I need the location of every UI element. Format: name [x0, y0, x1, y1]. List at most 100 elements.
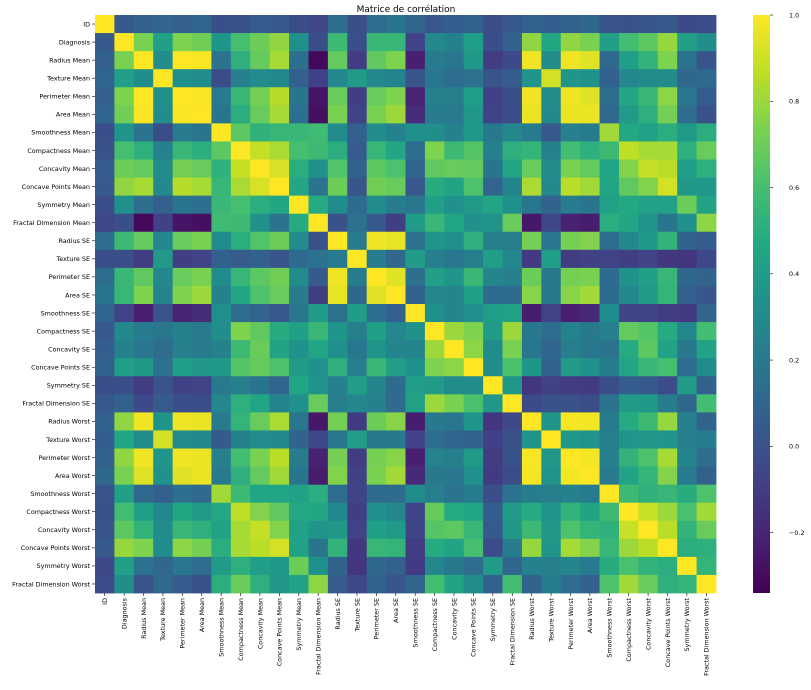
- heatmap-cell-perimeter-mean-x-compactness-se: [424, 87, 445, 106]
- heatmap-cell-compactness-se-x-symmetry-se: [483, 322, 503, 341]
- heatmap-cell-radius-worst-x-fractal-dimension-worst: [696, 412, 717, 431]
- heatmap-cell-perimeter-worst-x-symmetry-se: [483, 448, 503, 467]
- heatmap-cell-symmetry-se-x-radius-mean: [133, 376, 154, 395]
- heatmap-cell-concavity-worst-x-texture-worst: [541, 520, 562, 540]
- heatmap-cell-area-se-x-concavity-mean: [250, 285, 271, 305]
- heatmap-cell-compactness-worst-x-fractal-dimension-se: [502, 502, 523, 522]
- heatmap-cell-concavity-worst-x-concave-points-worst: [657, 520, 678, 540]
- heatmap-cell-area-se-x-compactness-se: [424, 285, 445, 305]
- heatmap-cell-area-se-x-smoothness-mean: [211, 285, 232, 305]
- heatmap-cell-id-x-smoothness-se: [405, 15, 426, 34]
- heatmap-cell-concave-points-mean-x-fractal-dimension-worst: [696, 177, 717, 197]
- heatmap-cell-perimeter-se-x-texture-se: [347, 267, 368, 287]
- heatmap-cell-symmetry-worst-x-concave-points-worst: [657, 556, 678, 576]
- heatmap-cell-id-x-radius-worst: [521, 15, 542, 34]
- heatmap-cell-perimeter-se-x-concavity-mean: [250, 267, 271, 287]
- heatmap-cell-perimeter-se-x-symmetry-worst: [677, 267, 697, 287]
- heatmap-cells: [95, 15, 717, 594]
- heatmap-cell-perimeter-se-x-concave-points-se: [463, 267, 484, 287]
- heatmap-cell-texture-se-x-texture-se: [347, 249, 368, 269]
- heatmap-cell-concave-points-mean-x-smoothness-worst: [599, 177, 620, 197]
- heatmap-cell-texture-worst-x-area-se: [386, 430, 406, 449]
- y-tick-label-texture-worst: Texture Worst: [45, 436, 90, 444]
- heatmap-cell-perimeter-worst-x-texture-mean: [153, 448, 174, 467]
- heatmap-cell-compactness-worst-x-area-mean: [192, 502, 212, 522]
- heatmap-cell-symmetry-worst-x-diagnosis: [114, 556, 135, 576]
- heatmap-cell-texture-se-x-area-mean: [192, 249, 212, 269]
- heatmap-cell-radius-se-x-concave-points-worst: [657, 231, 678, 251]
- heatmap-cell-smoothness-mean-x-concave-points-se: [463, 123, 484, 142]
- heatmap-cell-concavity-worst-x-area-worst: [580, 520, 600, 540]
- heatmap-cell-radius-se-x-diagnosis: [114, 231, 135, 251]
- heatmap-cell-smoothness-worst-x-perimeter-mean: [172, 484, 193, 504]
- heatmap-cell-area-worst-x-fractal-dimension-se: [502, 466, 523, 486]
- heatmap-cell-perimeter-mean-x-symmetry-worst: [677, 87, 697, 106]
- heatmap-cell-smoothness-se-x-area-se: [386, 304, 406, 323]
- heatmap-cell-perimeter-se-x-radius-worst: [521, 267, 542, 287]
- heatmap-cell-id-x-perimeter-se: [366, 15, 387, 34]
- heatmap-cell-concave-points-se-x-smoothness-se: [405, 358, 426, 377]
- heatmap-cell-texture-se-x-perimeter-se: [366, 249, 387, 269]
- heatmap-cell-concave-points-mean-x-area-worst: [580, 177, 600, 197]
- heatmap-cell-diagnosis-x-fractal-dimension-worst: [696, 33, 717, 52]
- heatmap-cell-id-x-smoothness-mean: [211, 15, 232, 34]
- heatmap-cell-radius-mean-x-concave-points-se: [463, 51, 484, 70]
- heatmap-cell-diagnosis-x-radius-se: [327, 33, 348, 52]
- heatmap-cell-smoothness-se-x-area-worst: [580, 304, 600, 323]
- heatmap-cell-area-se-x-perimeter-se: [366, 285, 387, 305]
- heatmap-cell-area-mean-x-compactness-se: [424, 105, 445, 124]
- heatmap-cell-area-mean-x-concave-points-worst: [657, 105, 678, 124]
- y-tick-label-area-worst: Area Worst: [55, 472, 91, 480]
- heatmap-cell-compactness-se-x-compactness-mean: [230, 322, 251, 341]
- heatmap-cell-compactness-worst-x-fractal-dimension-worst: [696, 502, 717, 522]
- heatmap-cell-fractal-dimension-worst-x-concave-points-mean: [269, 574, 290, 594]
- heatmap-cell-texture-se-x-smoothness-se: [405, 249, 426, 269]
- heatmap-cell-concave-points-worst-x-texture-worst: [541, 538, 562, 558]
- heatmap-cell-concavity-se-x-fractal-dimension-se: [502, 340, 523, 359]
- heatmap-cell-radius-mean-x-texture-mean: [153, 51, 174, 70]
- heatmap-cell-diagnosis-x-concave-points-mean: [269, 33, 290, 52]
- heatmap-cell-perimeter-mean-x-concave-points-worst: [657, 87, 678, 106]
- y-tick-label-smoothness-worst: Smoothness Worst: [30, 490, 90, 498]
- heatmap-cell-radius-mean-x-concavity-worst: [638, 51, 659, 70]
- heatmap-cell-fractal-dimension-mean-x-compactness-worst: [618, 213, 639, 233]
- heatmap-cell-texture-worst-x-diagnosis: [114, 430, 135, 449]
- heatmap-cell-concave-points-se-x-concavity-se: [444, 358, 465, 377]
- heatmap-cell-concave-points-worst-x-concave-points-mean: [269, 538, 290, 558]
- heatmap-cell-radius-worst-x-perimeter-mean: [172, 412, 193, 431]
- heatmap-cell-concave-points-se-x-symmetry-se: [483, 358, 503, 377]
- y-tick-label-radius-se: Radius SE: [58, 237, 90, 245]
- heatmap-cell-compactness-mean-x-fractal-dimension-worst: [696, 141, 717, 160]
- heatmap-cell-concave-points-mean-x-diagnosis: [114, 177, 135, 197]
- heatmap-cell-area-se-x-fractal-dimension-mean: [308, 285, 329, 305]
- heatmap-cell-concavity-mean-x-radius-worst: [521, 159, 542, 178]
- heatmap-cell-symmetry-se-x-diagnosis: [114, 376, 135, 395]
- heatmap-cell-radius-se-x-concave-points-se: [463, 231, 484, 251]
- heatmap-cell-fractal-dimension-mean-x-fractal-dimension-se: [502, 213, 523, 233]
- heatmap-cell-compactness-se-x-symmetry-mean: [289, 322, 309, 341]
- heatmap-cell-symmetry-worst-x-texture-worst: [541, 556, 562, 576]
- heatmap-cell-id-x-concave-points-se: [463, 15, 484, 34]
- heatmap-cell-perimeter-worst-x-radius-mean: [133, 448, 154, 467]
- heatmap-cell-radius-worst-x-compactness-mean: [230, 412, 251, 431]
- heatmap-cell-perimeter-se-x-concave-points-mean: [269, 267, 290, 287]
- heatmap-cell-texture-mean-x-area-se: [386, 69, 406, 88]
- x-tick-label-smoothness-mean: Smoothness Mean: [217, 598, 225, 657]
- heatmap-cell-compactness-worst-x-texture-se: [347, 502, 368, 522]
- heatmap-cell-area-se-x-texture-se: [347, 285, 368, 305]
- heatmap-cell-smoothness-worst-x-concavity-worst: [638, 484, 659, 504]
- heatmap-cell-concave-points-mean-x-compactness-se: [424, 177, 445, 197]
- heatmap-cell-compactness-mean-x-radius-worst: [521, 141, 542, 160]
- heatmap-cell-diagnosis-x-concave-points-worst: [657, 33, 678, 52]
- heatmap-cell-radius-se-x-texture-se: [347, 231, 368, 251]
- heatmap-cell-concave-points-se-x-fractal-dimension-worst: [696, 358, 717, 377]
- heatmap-cell-symmetry-mean-x-smoothness-se: [405, 195, 426, 215]
- heatmap-cell-symmetry-worst-x-perimeter-mean: [172, 556, 193, 576]
- heatmap-cell-symmetry-mean-x-texture-se: [347, 195, 368, 215]
- heatmap-cell-perimeter-worst-x-fractal-dimension-worst: [696, 448, 717, 467]
- heatmap-cell-concave-points-mean-x-concavity-mean: [250, 177, 271, 197]
- heatmap-cell-smoothness-mean-x-radius-worst: [521, 123, 542, 142]
- heatmap-cell-diagnosis-x-compactness-mean: [230, 33, 251, 52]
- heatmap-cell-fractal-dimension-se-x-concave-points-worst: [657, 394, 678, 413]
- heatmap-cell-perimeter-se-x-concavity-se: [444, 267, 465, 287]
